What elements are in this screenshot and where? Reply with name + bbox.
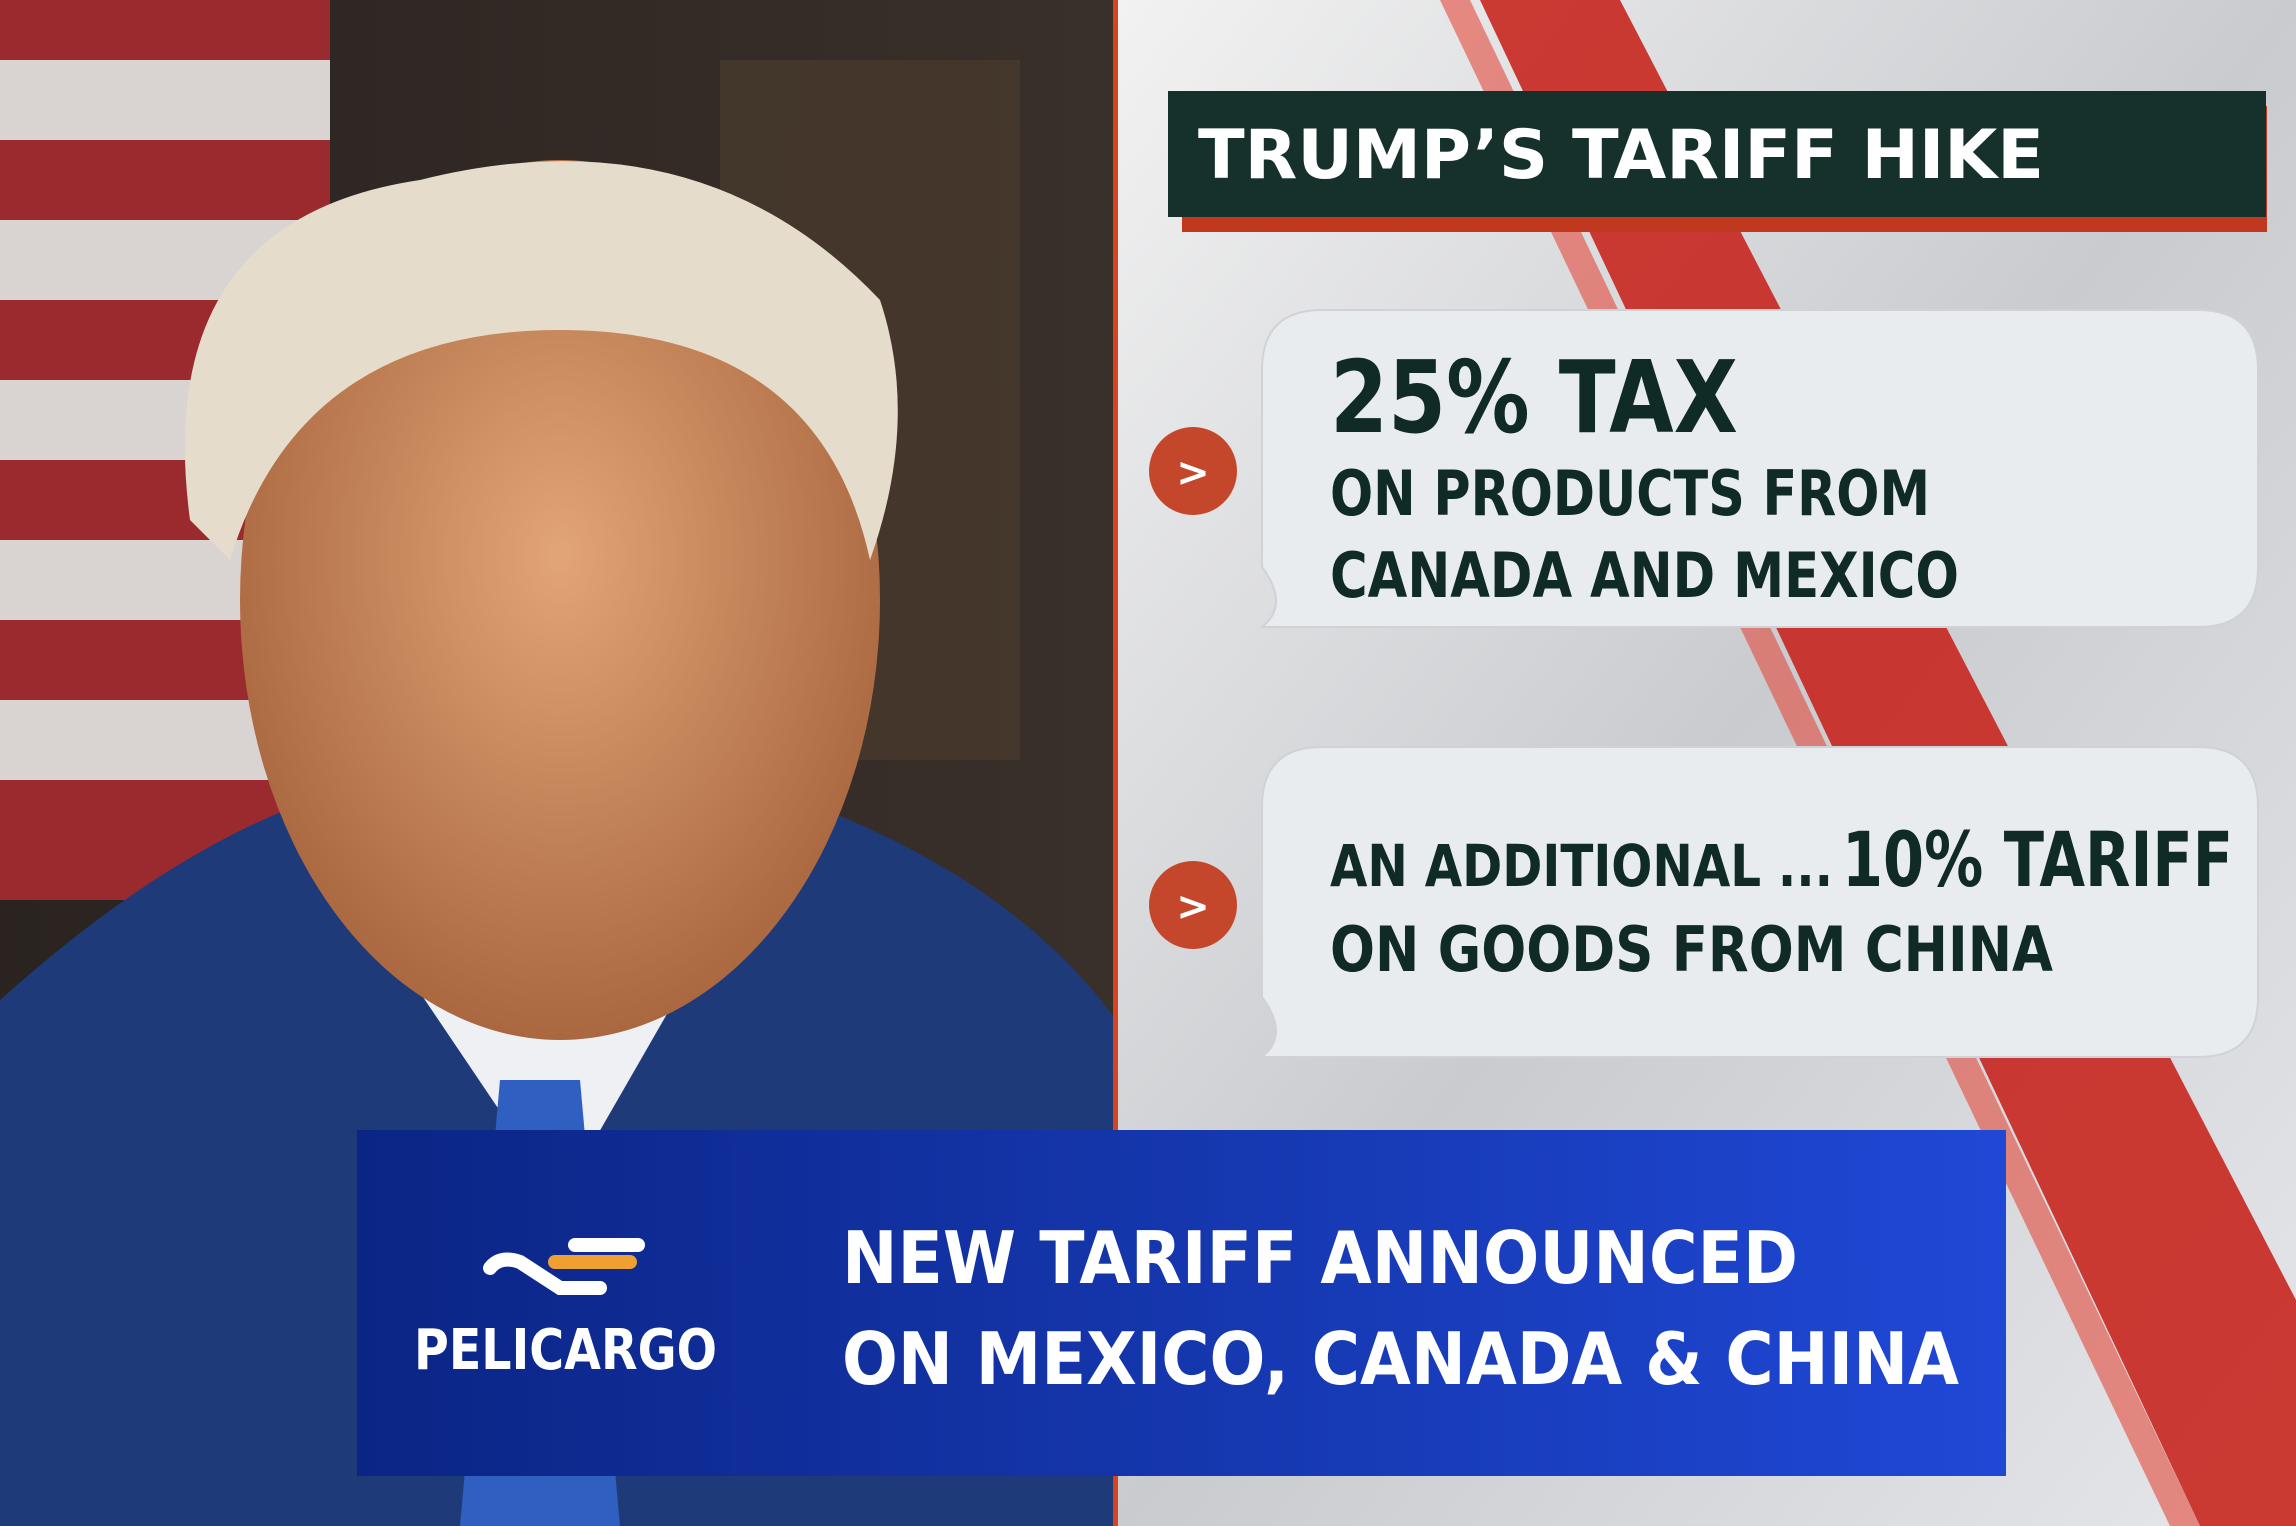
bubble: [1259, 309, 2259, 628]
bubble: [1259, 746, 2259, 1058]
divider: [1113, 0, 1118, 1526]
headline: ON MEXICO, CANADA & CHINA: [842, 1317, 1959, 1401]
banner: [357, 1130, 2006, 1476]
brand: PELICARGO: [414, 1318, 717, 1383]
logo-icon: [483, 1238, 645, 1295]
bullet: [1149, 861, 1237, 949]
face: [240, 160, 880, 1040]
point-headline: 25% TAX: [1330, 339, 1738, 456]
bullet-text: >: [1176, 884, 1210, 930]
headline: NEW TARIFF ANNOUNCED: [842, 1216, 1798, 1300]
bullet-text: >: [1176, 450, 1210, 496]
point-line: ON PRODUCTS FROM: [1330, 457, 1930, 530]
hair: [184, 161, 898, 560]
point-lead: AN ADDITIONAL ...: [1330, 832, 1833, 900]
bullet: [1149, 427, 1237, 515]
title: TRUMP’S TARIFF HIKE: [1198, 116, 2044, 195]
point-line: ON GOODS FROM CHINA: [1330, 913, 2053, 986]
title-box: [1168, 91, 2266, 217]
point-headline: 10% TARIFF: [1842, 815, 2233, 904]
point-line: CANADA AND MEXICO: [1330, 539, 1959, 612]
